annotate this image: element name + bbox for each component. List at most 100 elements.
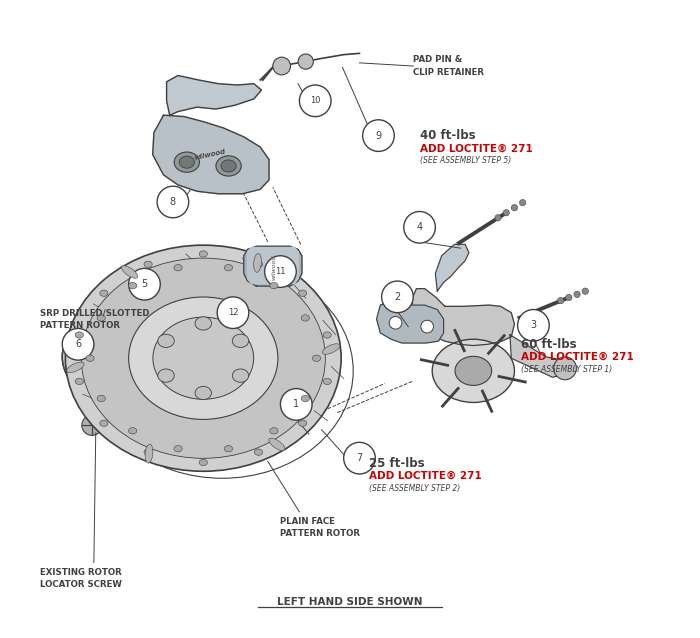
Text: wilwood: wilwood: [193, 148, 226, 161]
Ellipse shape: [100, 290, 108, 297]
Circle shape: [503, 210, 510, 216]
Text: 40 ft-lbs: 40 ft-lbs: [419, 129, 475, 142]
Polygon shape: [244, 246, 302, 286]
Text: ADD LOCTITE® 271: ADD LOCTITE® 271: [419, 144, 532, 153]
Ellipse shape: [254, 449, 262, 456]
Ellipse shape: [100, 420, 108, 426]
Text: 11: 11: [275, 267, 286, 276]
Text: SRP DRILLED/SLOTTED
PATTERN ROTOR: SRP DRILLED/SLOTTED PATTERN ROTOR: [40, 308, 150, 330]
Circle shape: [82, 415, 102, 435]
Circle shape: [363, 120, 394, 151]
Circle shape: [382, 281, 413, 313]
Ellipse shape: [232, 369, 248, 382]
Text: 5: 5: [141, 279, 148, 289]
Circle shape: [300, 85, 331, 117]
Circle shape: [62, 329, 94, 360]
Ellipse shape: [253, 253, 261, 272]
Ellipse shape: [144, 261, 152, 267]
Circle shape: [517, 309, 550, 341]
Ellipse shape: [158, 334, 174, 348]
Ellipse shape: [129, 283, 137, 289]
Circle shape: [574, 291, 580, 297]
Text: PAD PIN &
CLIP RETAINER: PAD PIN & CLIP RETAINER: [413, 56, 484, 77]
Ellipse shape: [174, 445, 182, 452]
Ellipse shape: [216, 156, 241, 176]
Polygon shape: [510, 335, 565, 377]
Polygon shape: [435, 244, 469, 291]
Text: PLAIN FACE
PATTERN ROTOR: PLAIN FACE PATTERN ROTOR: [281, 517, 360, 538]
Text: 8: 8: [170, 197, 176, 207]
Circle shape: [582, 288, 589, 294]
Ellipse shape: [66, 362, 84, 373]
Ellipse shape: [199, 251, 207, 257]
Ellipse shape: [129, 297, 278, 419]
Circle shape: [495, 214, 501, 221]
Ellipse shape: [225, 445, 232, 452]
Ellipse shape: [195, 387, 211, 399]
Ellipse shape: [86, 355, 94, 361]
Circle shape: [129, 269, 160, 300]
Ellipse shape: [130, 379, 140, 388]
Circle shape: [554, 357, 576, 380]
Text: (SEE ASSEMBLY STEP 2): (SEE ASSEMBLY STEP 2): [369, 484, 460, 493]
Polygon shape: [167, 75, 262, 115]
Ellipse shape: [254, 261, 262, 267]
Ellipse shape: [432, 339, 514, 403]
Circle shape: [344, 442, 375, 474]
Text: 7: 7: [356, 453, 363, 463]
Ellipse shape: [73, 353, 83, 361]
Polygon shape: [412, 288, 514, 346]
Text: EXISTING ROTOR
LOCATOR SCREW: EXISTING ROTOR LOCATOR SCREW: [40, 568, 122, 589]
Text: ADD LOCTITE® 271: ADD LOCTITE® 271: [369, 471, 482, 481]
Ellipse shape: [92, 379, 102, 388]
Ellipse shape: [301, 396, 309, 402]
Ellipse shape: [195, 317, 211, 330]
Ellipse shape: [81, 258, 326, 458]
Ellipse shape: [75, 332, 83, 338]
Ellipse shape: [455, 356, 491, 385]
Text: 10: 10: [310, 96, 321, 105]
Circle shape: [281, 389, 312, 420]
Circle shape: [557, 297, 564, 304]
Ellipse shape: [269, 438, 285, 450]
Ellipse shape: [75, 378, 83, 385]
Ellipse shape: [153, 317, 253, 399]
Text: 9: 9: [375, 131, 382, 140]
Text: (SEE ASSEMBLY STEP 1): (SEE ASSEMBLY STEP 1): [521, 365, 612, 374]
Text: wilwood: wilwood: [272, 255, 276, 280]
Circle shape: [157, 186, 189, 218]
Text: LEFT HAND SIDE SHOWN: LEFT HAND SIDE SHOWN: [277, 597, 423, 607]
Ellipse shape: [158, 369, 174, 382]
Ellipse shape: [144, 449, 152, 456]
Circle shape: [519, 200, 526, 206]
Ellipse shape: [323, 332, 331, 338]
Ellipse shape: [130, 326, 140, 335]
Ellipse shape: [323, 344, 340, 354]
Text: 6: 6: [75, 339, 81, 349]
Ellipse shape: [129, 427, 137, 434]
Ellipse shape: [179, 156, 195, 168]
Circle shape: [217, 297, 248, 329]
Ellipse shape: [299, 420, 307, 426]
Circle shape: [566, 294, 572, 300]
Polygon shape: [377, 301, 444, 343]
Text: 25 ft-lbs: 25 ft-lbs: [369, 457, 425, 470]
Ellipse shape: [122, 265, 138, 278]
Circle shape: [511, 205, 517, 211]
Ellipse shape: [323, 378, 331, 385]
Ellipse shape: [270, 283, 278, 289]
Circle shape: [421, 320, 433, 333]
Ellipse shape: [145, 444, 153, 463]
Ellipse shape: [199, 459, 207, 466]
Polygon shape: [153, 115, 269, 194]
Ellipse shape: [91, 337, 141, 377]
Circle shape: [298, 54, 314, 69]
Ellipse shape: [225, 265, 232, 271]
Text: ADD LOCTITE® 271: ADD LOCTITE® 271: [521, 352, 634, 362]
Ellipse shape: [174, 152, 200, 172]
Circle shape: [404, 211, 435, 243]
Circle shape: [389, 316, 402, 329]
Ellipse shape: [97, 396, 106, 402]
Text: (SEE ASSEMBLY STEP 5): (SEE ASSEMBLY STEP 5): [419, 156, 511, 165]
Ellipse shape: [270, 427, 278, 434]
